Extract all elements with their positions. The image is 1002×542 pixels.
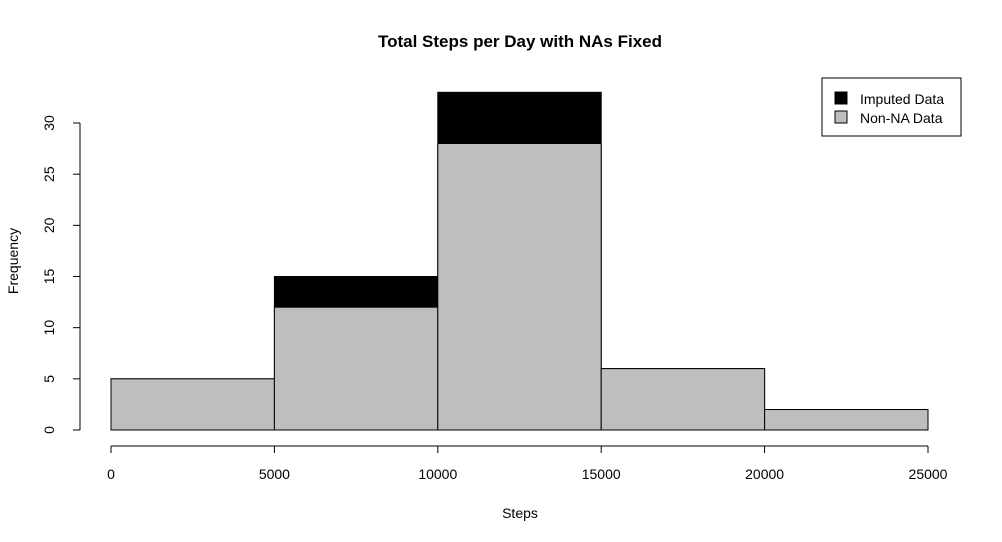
y-axis: 0 5 10 15 20 25 30 [41, 115, 81, 434]
legend-label-imputed: Imputed Data [860, 91, 944, 107]
legend-swatch-non-na [834, 110, 848, 124]
x-tick-label: 25000 [909, 466, 948, 482]
bar-non-na-0 [110, 378, 275, 431]
x-tick-label: 20000 [745, 466, 784, 482]
y-tick-label: 30 [41, 115, 57, 131]
bar-non-na-3 [600, 368, 766, 431]
legend-label-non-na: Non-NA Data [860, 110, 943, 126]
y-tick-label: 0 [41, 426, 57, 434]
bar-non-na-2 [437, 142, 602, 431]
legend-box [821, 77, 962, 137]
x-axis: 0 5000 10000 15000 20000 25000 [107, 445, 948, 482]
x-tick-label: 10000 [418, 466, 457, 482]
legend: Imputed Data Non-NA Data [821, 77, 962, 137]
x-tick-label: 15000 [582, 466, 621, 482]
legend-swatch-imputed [834, 91, 848, 105]
y-tick-label: 20 [41, 217, 57, 233]
y-tick-label: 15 [41, 269, 57, 285]
chart-title: Total Steps per Day with NAs Fixed [378, 32, 662, 51]
y-tick-label: 5 [41, 375, 57, 383]
x-tick-label: 0 [107, 466, 115, 482]
bar-non-na-1 [273, 306, 439, 431]
y-tick-label: 10 [41, 320, 57, 336]
non-na-bars [110, 142, 929, 431]
y-axis-label: Frequency [5, 228, 21, 294]
x-axis-label: Steps [502, 505, 538, 521]
y-tick-label: 25 [41, 166, 57, 182]
x-tick-label: 5000 [259, 466, 290, 482]
bar-non-na-4 [764, 409, 929, 431]
